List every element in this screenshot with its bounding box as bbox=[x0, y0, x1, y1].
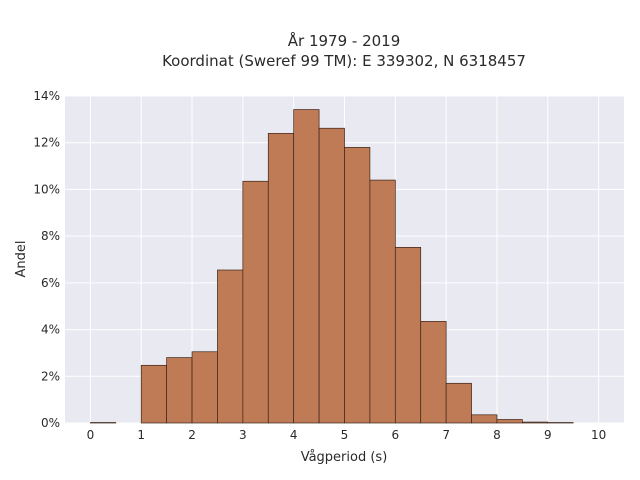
histogram-bar bbox=[191, 351, 218, 424]
x-tick-label: 7 bbox=[442, 428, 450, 442]
y-tick-label: 8% bbox=[41, 229, 60, 243]
y-axis-label: Andel bbox=[14, 241, 29, 278]
chart-title-line1: År 1979 - 2019 bbox=[288, 31, 401, 50]
histogram-bar bbox=[166, 357, 193, 424]
x-tick-label: 6 bbox=[391, 428, 399, 442]
histogram-bar bbox=[217, 269, 244, 424]
x-tick-label: 8 bbox=[493, 428, 501, 442]
y-tick-label: 14% bbox=[33, 89, 60, 103]
histogram-bar bbox=[394, 247, 422, 424]
histogram-bar bbox=[420, 321, 447, 424]
x-tick-label: 4 bbox=[290, 428, 298, 442]
histogram-bar bbox=[140, 364, 167, 424]
x-tick-label: 1 bbox=[137, 428, 145, 442]
histogram-bar bbox=[242, 180, 269, 424]
histogram-bar bbox=[522, 421, 549, 424]
chart-title-line2: Koordinat (Sweref 99 TM): E 339302, N 63… bbox=[162, 52, 526, 70]
y-tick-label: 2% bbox=[41, 369, 60, 383]
x-axis-ticks: 0 1 2 3 4 5 6 7 8 9 10 bbox=[87, 428, 607, 442]
histogram-bar bbox=[496, 419, 523, 424]
y-tick-label: 0% bbox=[41, 416, 60, 430]
bars bbox=[90, 109, 574, 424]
histogram-bar bbox=[344, 147, 371, 424]
x-axis-label: Vågperiod (s) bbox=[301, 450, 388, 465]
x-tick-label: 2 bbox=[188, 428, 196, 442]
histogram-bar bbox=[318, 127, 345, 424]
histogram-bar bbox=[471, 414, 498, 424]
x-tick-label: 10 bbox=[591, 428, 606, 442]
y-axis-ticks: 0% 2% 4% 6% 8% 10% 12% 14% bbox=[33, 89, 60, 430]
x-tick-label: 0 bbox=[87, 428, 95, 442]
y-tick-label: 12% bbox=[33, 136, 60, 150]
y-tick-label: 10% bbox=[33, 182, 60, 196]
x-tick-label: 3 bbox=[239, 428, 247, 442]
histogram-bar bbox=[267, 133, 295, 424]
histogram-bar bbox=[445, 382, 472, 424]
y-tick-label: 6% bbox=[41, 276, 60, 290]
histogram-bar bbox=[293, 109, 320, 424]
y-tick-label: 4% bbox=[41, 323, 60, 337]
histogram-bar bbox=[369, 179, 396, 424]
x-tick-label: 9 bbox=[544, 428, 552, 442]
x-tick-label: 5 bbox=[341, 428, 349, 442]
